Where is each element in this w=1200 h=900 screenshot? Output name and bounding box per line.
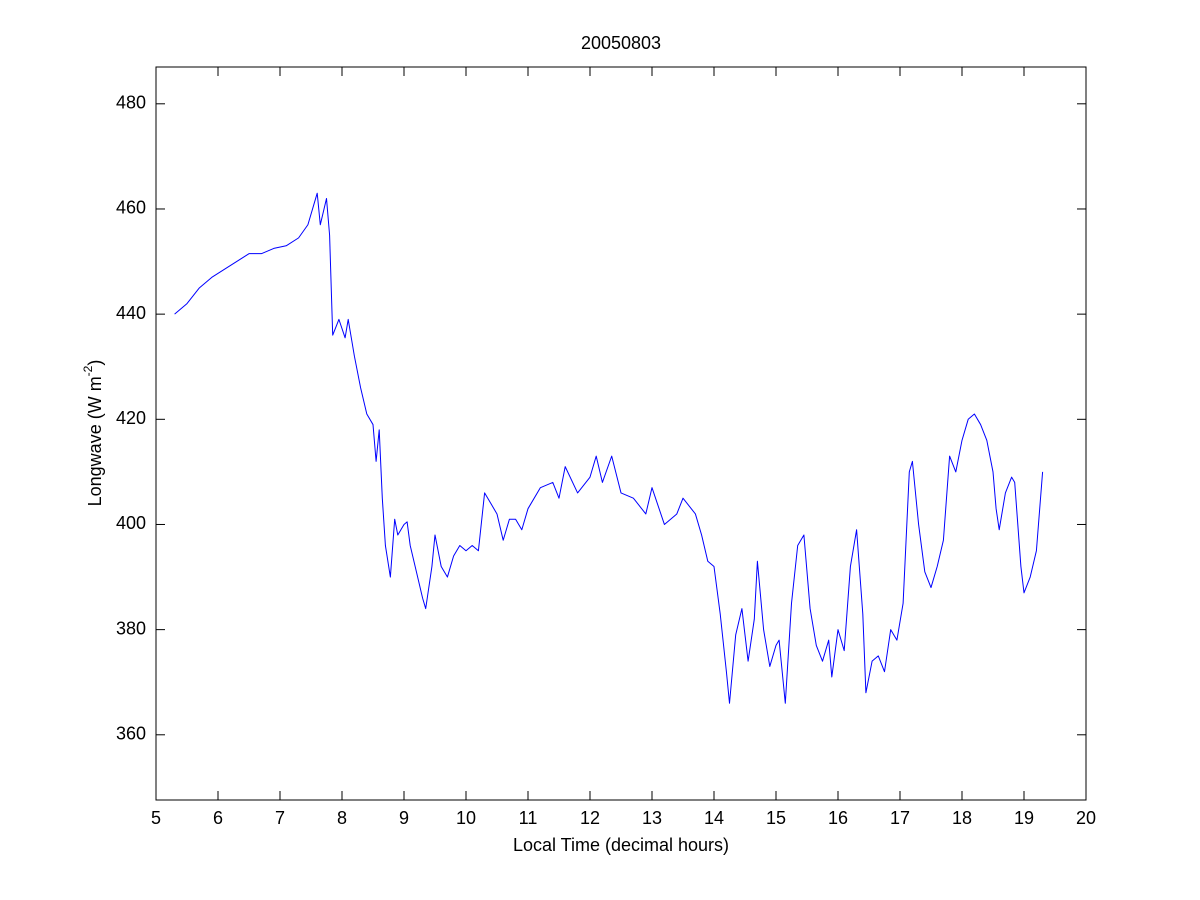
x-tick-label: 6 bbox=[213, 808, 223, 828]
y-tick-label: 380 bbox=[116, 618, 146, 638]
x-tick-label: 20 bbox=[1076, 808, 1096, 828]
x-tick-label: 19 bbox=[1014, 808, 1034, 828]
y-tick-label: 480 bbox=[116, 93, 146, 113]
x-tick-label: 14 bbox=[704, 808, 724, 828]
x-tick-label: 5 bbox=[151, 808, 161, 828]
x-axis-label: Local Time (decimal hours) bbox=[513, 835, 729, 855]
plot-frame bbox=[155, 66, 1087, 801]
x-tick-label: 18 bbox=[952, 808, 972, 828]
x-tick-label: 11 bbox=[519, 808, 538, 828]
y-tick-label: 420 bbox=[116, 408, 146, 428]
x-tick-label: 7 bbox=[275, 808, 285, 828]
y-axis-label-sup: -2 bbox=[81, 365, 95, 376]
y-tick-label: 440 bbox=[116, 303, 146, 323]
y-tick-label: 400 bbox=[116, 513, 146, 533]
x-tick-label: 16 bbox=[828, 808, 848, 828]
x-tick-label: 17 bbox=[890, 808, 910, 828]
x-tick-label: 9 bbox=[399, 808, 409, 828]
data-line bbox=[174, 192, 1044, 704]
y-axis-label-text: Longwave (W m bbox=[85, 376, 105, 506]
y-tick-label: 460 bbox=[116, 198, 146, 218]
x-tick-label: 12 bbox=[580, 808, 600, 828]
x-tick-label: 10 bbox=[456, 808, 476, 828]
y-tick-label: 360 bbox=[116, 724, 146, 744]
y-axis-label: Longwave (W m-2) bbox=[81, 360, 105, 507]
y-axis-label-suffix: ) bbox=[85, 360, 105, 366]
x-tick-label: 13 bbox=[642, 808, 662, 828]
x-tick-label: 15 bbox=[766, 808, 786, 828]
x-tick-label: 8 bbox=[337, 808, 347, 828]
chart-title: 20050803 bbox=[581, 33, 661, 53]
